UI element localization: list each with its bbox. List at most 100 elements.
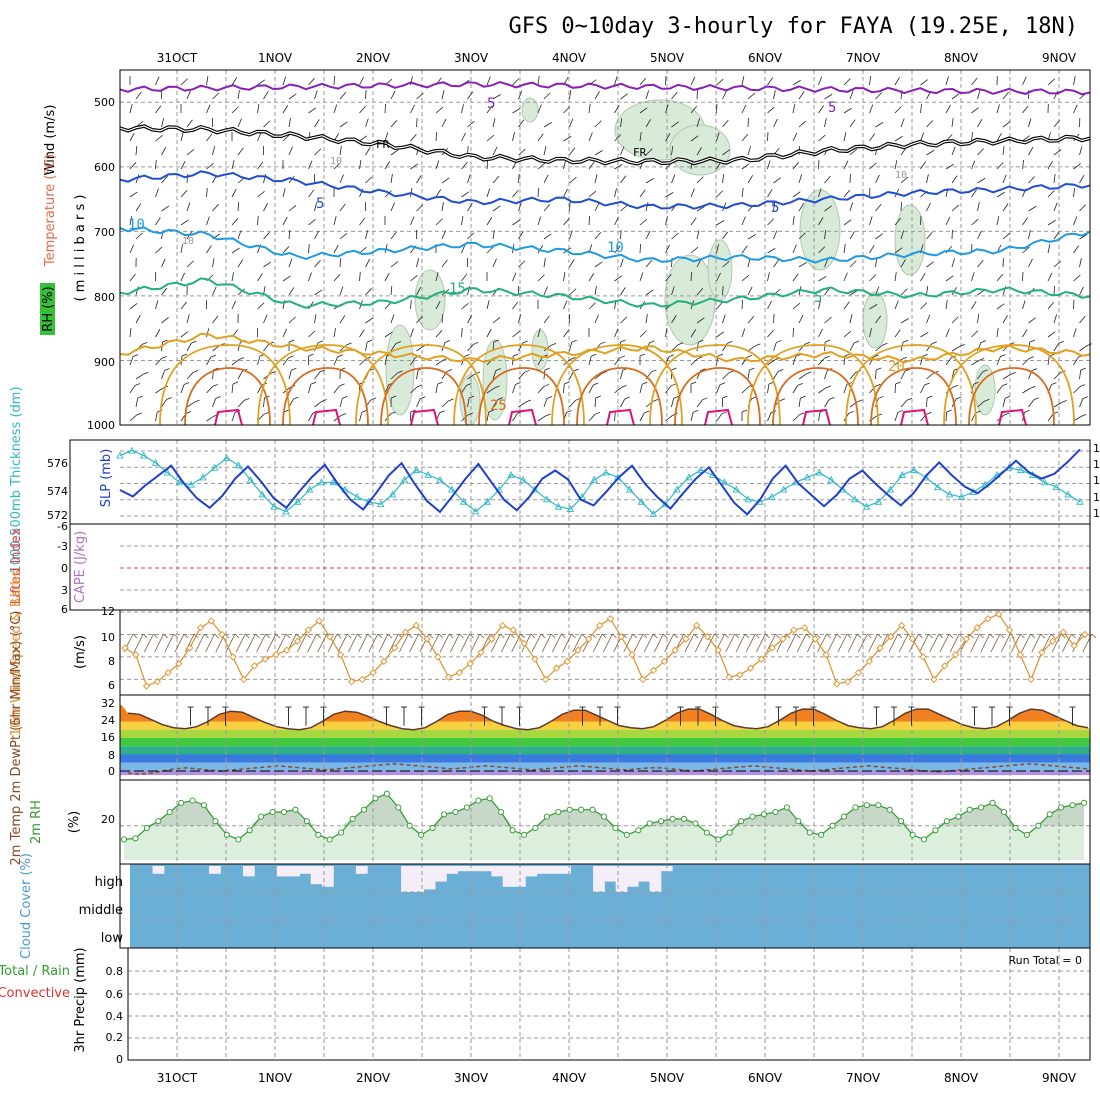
wind-barb <box>263 412 269 415</box>
wind-marker <box>488 635 496 643</box>
wind-barb <box>619 355 626 359</box>
wind-barb <box>314 314 317 324</box>
thickness-marker <box>957 492 966 500</box>
wind-barb <box>996 356 1001 366</box>
wind-barb <box>231 359 240 366</box>
wind-barb <box>747 146 752 156</box>
wind-barb <box>234 633 240 639</box>
wind-barb <box>773 371 779 380</box>
wind-barb <box>958 633 964 639</box>
wind-barb <box>265 633 270 639</box>
rh-marker <box>440 811 448 818</box>
wind-barb <box>982 369 988 373</box>
wind-barb <box>308 330 316 338</box>
wind-barb <box>461 161 468 170</box>
wind-barb <box>467 373 476 380</box>
wind-barb <box>525 399 532 403</box>
wind-marker <box>585 635 593 643</box>
wind-barb <box>550 633 556 639</box>
y-tick-label: 10 <box>101 631 115 644</box>
wind-marker <box>595 621 604 630</box>
rh-marker <box>486 795 493 802</box>
wind-barb <box>795 354 801 357</box>
wind-barb <box>644 410 650 414</box>
wind-barb <box>473 341 479 345</box>
wind-barb <box>263 343 270 352</box>
wind-barb <box>1028 317 1037 324</box>
wind-barb <box>492 94 501 100</box>
cloud-gap <box>468 866 481 872</box>
wind-barb <box>486 387 495 394</box>
wind-barb <box>767 189 773 198</box>
wind-barb <box>155 135 163 142</box>
wind-barb <box>1079 146 1083 156</box>
wind-barb <box>1022 300 1026 310</box>
thickness-marker <box>874 497 883 505</box>
wind-barb <box>541 633 552 653</box>
wind-barb <box>134 383 141 386</box>
wind-barb <box>945 163 954 170</box>
wind-barb <box>206 76 209 86</box>
wind-marker <box>833 680 841 688</box>
wind-barb <box>702 397 708 401</box>
wind-barb <box>441 177 450 184</box>
date-label: 6NOV <box>748 1071 783 1085</box>
wind-barb <box>614 216 619 226</box>
wind-barb <box>297 633 307 653</box>
wind-barb <box>161 176 168 184</box>
thickness-marker <box>779 485 788 493</box>
y-tick-label: 8 <box>108 749 115 762</box>
wind-marker <box>132 651 140 659</box>
wind-barb <box>818 387 827 394</box>
wind-barb <box>543 174 549 184</box>
wind-barb <box>797 382 803 386</box>
rh-marker <box>543 813 550 820</box>
wind-barb <box>543 203 551 212</box>
wind-barb <box>977 202 980 212</box>
wind-barb <box>466 383 472 386</box>
wind-barb <box>572 633 583 653</box>
wind-barb <box>1058 340 1064 344</box>
wind-barb <box>206 356 212 366</box>
wind-barb <box>971 301 977 310</box>
rh-blob <box>862 291 888 349</box>
cloud-gap <box>660 866 673 872</box>
wind-barb <box>999 633 1005 639</box>
thickness-marker <box>317 478 326 486</box>
wind-barb <box>461 104 464 114</box>
wind-barb <box>671 174 676 184</box>
wind-barb <box>818 357 825 366</box>
wind-barb <box>664 633 674 653</box>
wind-barb <box>410 163 419 170</box>
isotherm-contours <box>119 81 1091 426</box>
isotherm-loop <box>410 408 439 426</box>
wind-barb <box>612 633 617 639</box>
wind-barb <box>346 633 352 639</box>
wind-barb <box>696 399 703 408</box>
rh-grid <box>120 780 1090 864</box>
rh-upper-fill <box>124 793 1084 826</box>
rh-marker <box>623 831 630 838</box>
cloud-gap <box>310 866 323 885</box>
thickness-marker <box>602 468 610 476</box>
wind-barb <box>620 287 626 296</box>
wind-barb <box>741 76 745 86</box>
wind-barb <box>492 399 499 408</box>
wind-barb <box>588 356 592 366</box>
wind-barb <box>948 633 954 639</box>
wind-barb <box>716 384 721 394</box>
wind-barb <box>741 104 747 114</box>
wind-barb <box>185 411 192 414</box>
wind-barb <box>875 286 880 296</box>
cloud-gap <box>412 866 425 892</box>
wind-barb <box>333 244 339 254</box>
thickness-marker <box>459 497 468 505</box>
wind-barb <box>996 133 1002 142</box>
wind-barb <box>186 401 195 408</box>
wind-barb <box>594 174 598 184</box>
wind-barb <box>563 217 570 226</box>
wind-barb <box>467 203 473 212</box>
wind-barb <box>639 353 646 357</box>
wind-barb <box>537 386 545 394</box>
wind-barb <box>416 370 419 380</box>
